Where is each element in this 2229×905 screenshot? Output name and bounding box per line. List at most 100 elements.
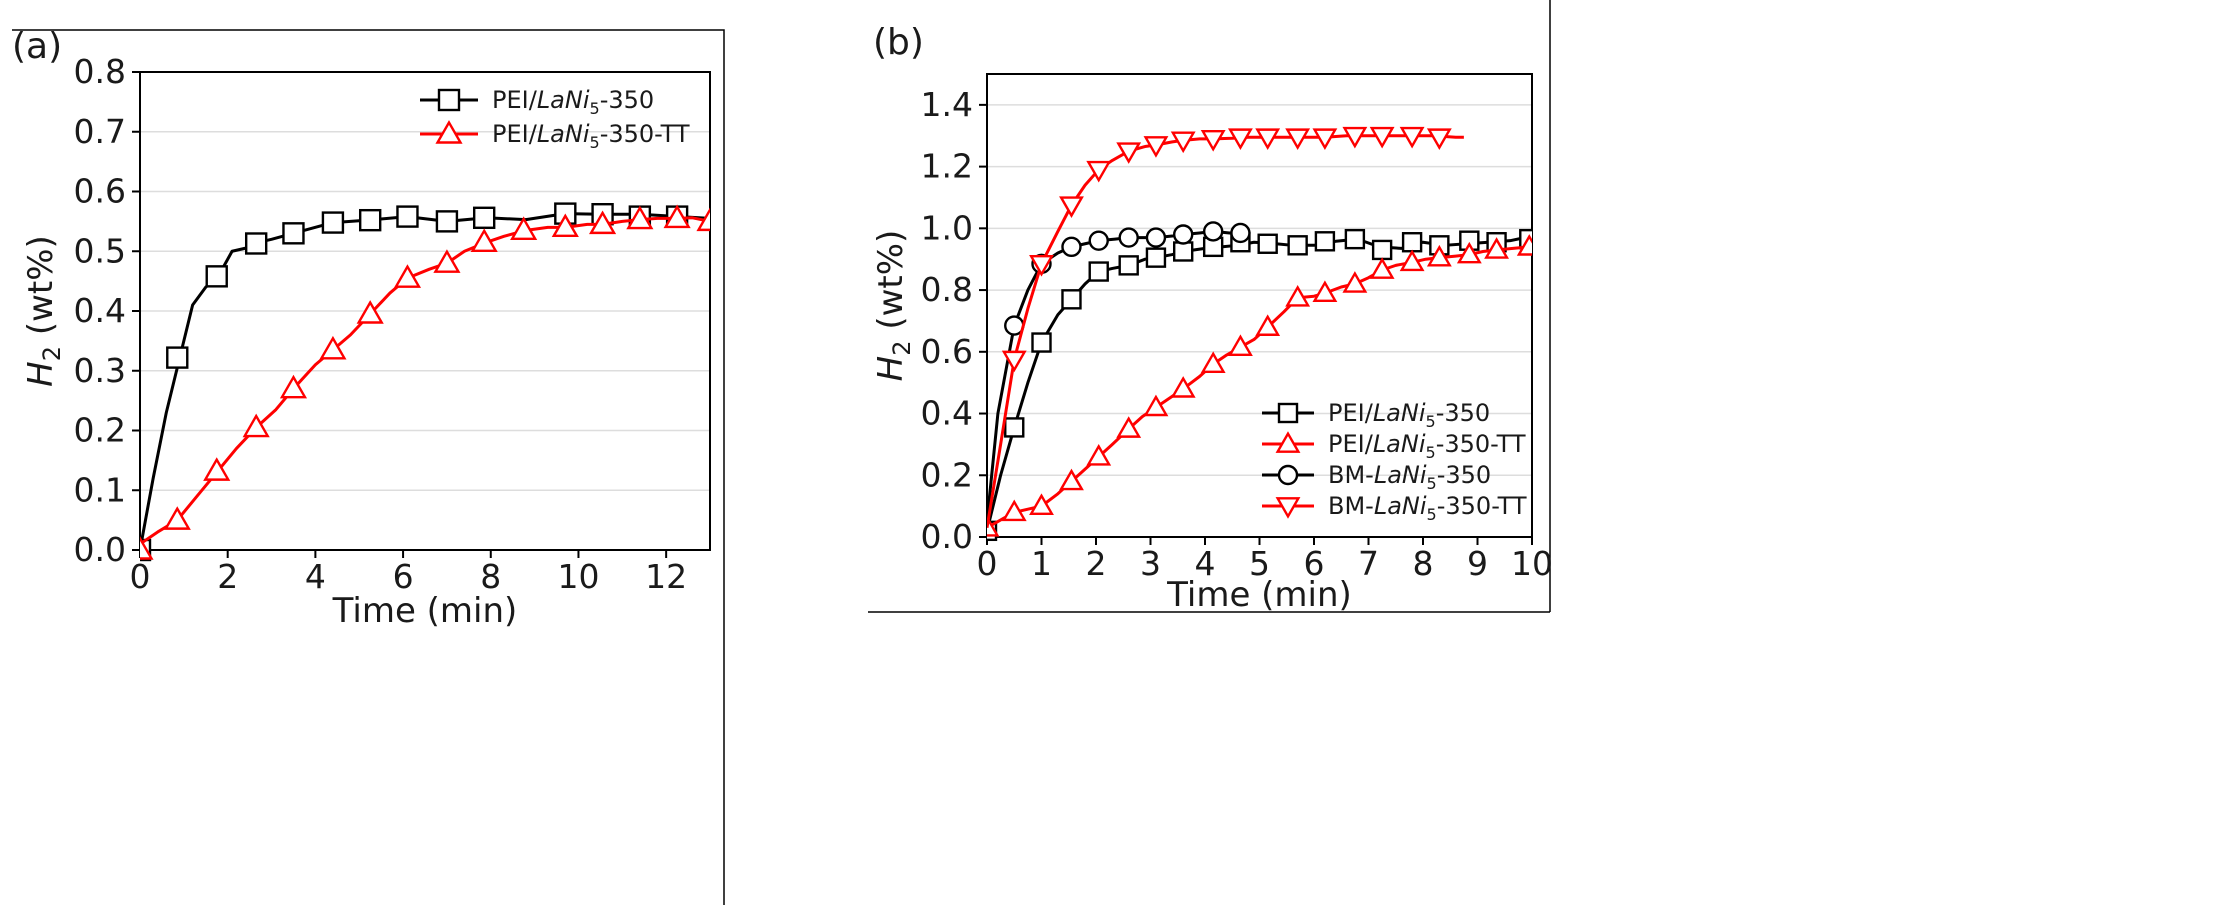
legend-label: PEI/LaNi5-350-TT bbox=[492, 120, 690, 152]
data-point bbox=[1116, 142, 1142, 164]
data-point bbox=[1401, 232, 1423, 253]
data-point bbox=[1371, 239, 1393, 261]
data-point bbox=[1145, 227, 1167, 248]
y-tick-label: 0.5 bbox=[74, 231, 126, 270]
legend-marker bbox=[435, 120, 463, 144]
series-0 bbox=[140, 202, 710, 562]
legend-label-italic: LaNi bbox=[537, 86, 590, 114]
y-tick-label: 0.0 bbox=[921, 517, 973, 556]
data-point bbox=[1228, 334, 1253, 357]
y-axis-label-subscript: 2 bbox=[888, 340, 916, 355]
data-point bbox=[1285, 285, 1311, 307]
legend-label-suffix: -350-TT bbox=[600, 120, 690, 148]
y-tick-label: 0.6 bbox=[921, 332, 973, 371]
chart-panel-b: (b)0.00.20.40.60.81.01.21.40 1 2 3 4 5 6 7 8 9 10T… bbox=[868, 0, 1553, 615]
legend-label-subscript: 5 bbox=[1426, 412, 1436, 431]
data-point bbox=[1369, 126, 1395, 149]
data-point bbox=[1399, 249, 1425, 272]
data-point bbox=[1230, 222, 1251, 244]
data-point bbox=[696, 207, 710, 232]
legend-label-suffix: -350 bbox=[1437, 461, 1491, 489]
data-point bbox=[1145, 247, 1167, 268]
series-1 bbox=[140, 204, 710, 560]
data-point bbox=[163, 506, 191, 530]
data-point bbox=[1116, 416, 1142, 438]
legend-label-prefix: BM- bbox=[1328, 492, 1374, 520]
data-point bbox=[1029, 493, 1054, 515]
data-point bbox=[1342, 126, 1368, 149]
data-point bbox=[1257, 233, 1278, 254]
data-point bbox=[435, 210, 459, 233]
data-point bbox=[242, 413, 270, 438]
legend-label-subscript: 5 bbox=[590, 99, 600, 118]
y-axis-label-subscript: 2 bbox=[38, 346, 66, 361]
y-axis-label: H2 (wt%) bbox=[21, 235, 66, 387]
x-tick-label: 2 bbox=[1086, 544, 1107, 583]
data-point bbox=[1369, 257, 1395, 279]
legend-label-italic: LaNi bbox=[537, 120, 590, 148]
legend-label: PEI/LaNi5-350 bbox=[1328, 399, 1490, 431]
y-tick-label: 0.0 bbox=[74, 530, 126, 569]
x-tick-label: 4 bbox=[305, 557, 326, 596]
data-point bbox=[1287, 235, 1308, 256]
y-tick-label: 0.2 bbox=[921, 455, 973, 494]
data-point bbox=[1516, 234, 1532, 256]
data-point bbox=[663, 204, 691, 229]
x-tick-label: 6 bbox=[393, 557, 414, 596]
data-point bbox=[1314, 231, 1336, 252]
plot-area bbox=[140, 202, 710, 562]
y-tick-label: 0.4 bbox=[74, 291, 126, 330]
data-point bbox=[472, 206, 496, 229]
data-point bbox=[1312, 128, 1338, 151]
data-point bbox=[1118, 255, 1139, 276]
panel-label: (b) bbox=[873, 22, 924, 63]
data-point bbox=[1086, 160, 1112, 183]
data-point bbox=[1344, 228, 1366, 250]
data-point bbox=[396, 205, 419, 228]
y-tick-label: 1.4 bbox=[921, 85, 973, 124]
legend-label-subscript: 5 bbox=[1427, 474, 1437, 493]
legend-marker bbox=[1277, 402, 1299, 424]
data-point bbox=[356, 300, 384, 324]
legend-label: BM-LaNi5-350-TT bbox=[1328, 492, 1527, 524]
legend-marker bbox=[1277, 464, 1299, 486]
data-point bbox=[987, 514, 1000, 537]
y-tick-label: 0.6 bbox=[74, 172, 126, 211]
y-axis-label-main: H bbox=[21, 361, 61, 387]
y-axis-label-unit: (wt%) bbox=[871, 230, 911, 341]
legend-marker bbox=[437, 88, 461, 112]
data-point bbox=[1228, 128, 1253, 151]
data-point bbox=[1285, 128, 1311, 151]
x-axis-label: Time (min) bbox=[332, 591, 518, 631]
y-tick-label: 0.8 bbox=[74, 52, 126, 91]
x-tick-label: 7 bbox=[1358, 544, 1379, 583]
data-point bbox=[510, 216, 538, 241]
series-1 bbox=[987, 234, 1532, 537]
legend-label-suffix: -350-TT bbox=[1437, 492, 1527, 520]
data-point bbox=[1200, 129, 1226, 152]
data-point bbox=[1312, 280, 1338, 303]
y-tick-label: 1.2 bbox=[921, 147, 973, 186]
data-point bbox=[1059, 196, 1084, 218]
legend-label-subscript: 5 bbox=[1426, 443, 1436, 462]
data-point bbox=[393, 264, 422, 288]
data-point bbox=[166, 346, 189, 369]
data-point bbox=[1426, 128, 1452, 151]
legend-label-subscript: 5 bbox=[590, 133, 600, 152]
data-point bbox=[626, 205, 654, 230]
series-3 bbox=[987, 126, 1464, 528]
data-point bbox=[1426, 244, 1452, 267]
x-tick-label: 0 bbox=[977, 544, 998, 583]
data-point bbox=[1031, 332, 1052, 353]
data-point bbox=[1001, 350, 1027, 373]
series-line bbox=[987, 229, 1244, 522]
legend-label-prefix: BM- bbox=[1328, 461, 1374, 489]
series-line bbox=[140, 216, 710, 546]
y-axis-label-unit: (wt%) bbox=[21, 235, 61, 346]
series-0 bbox=[987, 228, 1532, 542]
x-tick-label: 6 bbox=[1304, 544, 1325, 583]
data-point bbox=[1143, 394, 1169, 417]
data-point bbox=[358, 208, 382, 232]
legend-label-prefix: PEI/ bbox=[1328, 430, 1374, 458]
